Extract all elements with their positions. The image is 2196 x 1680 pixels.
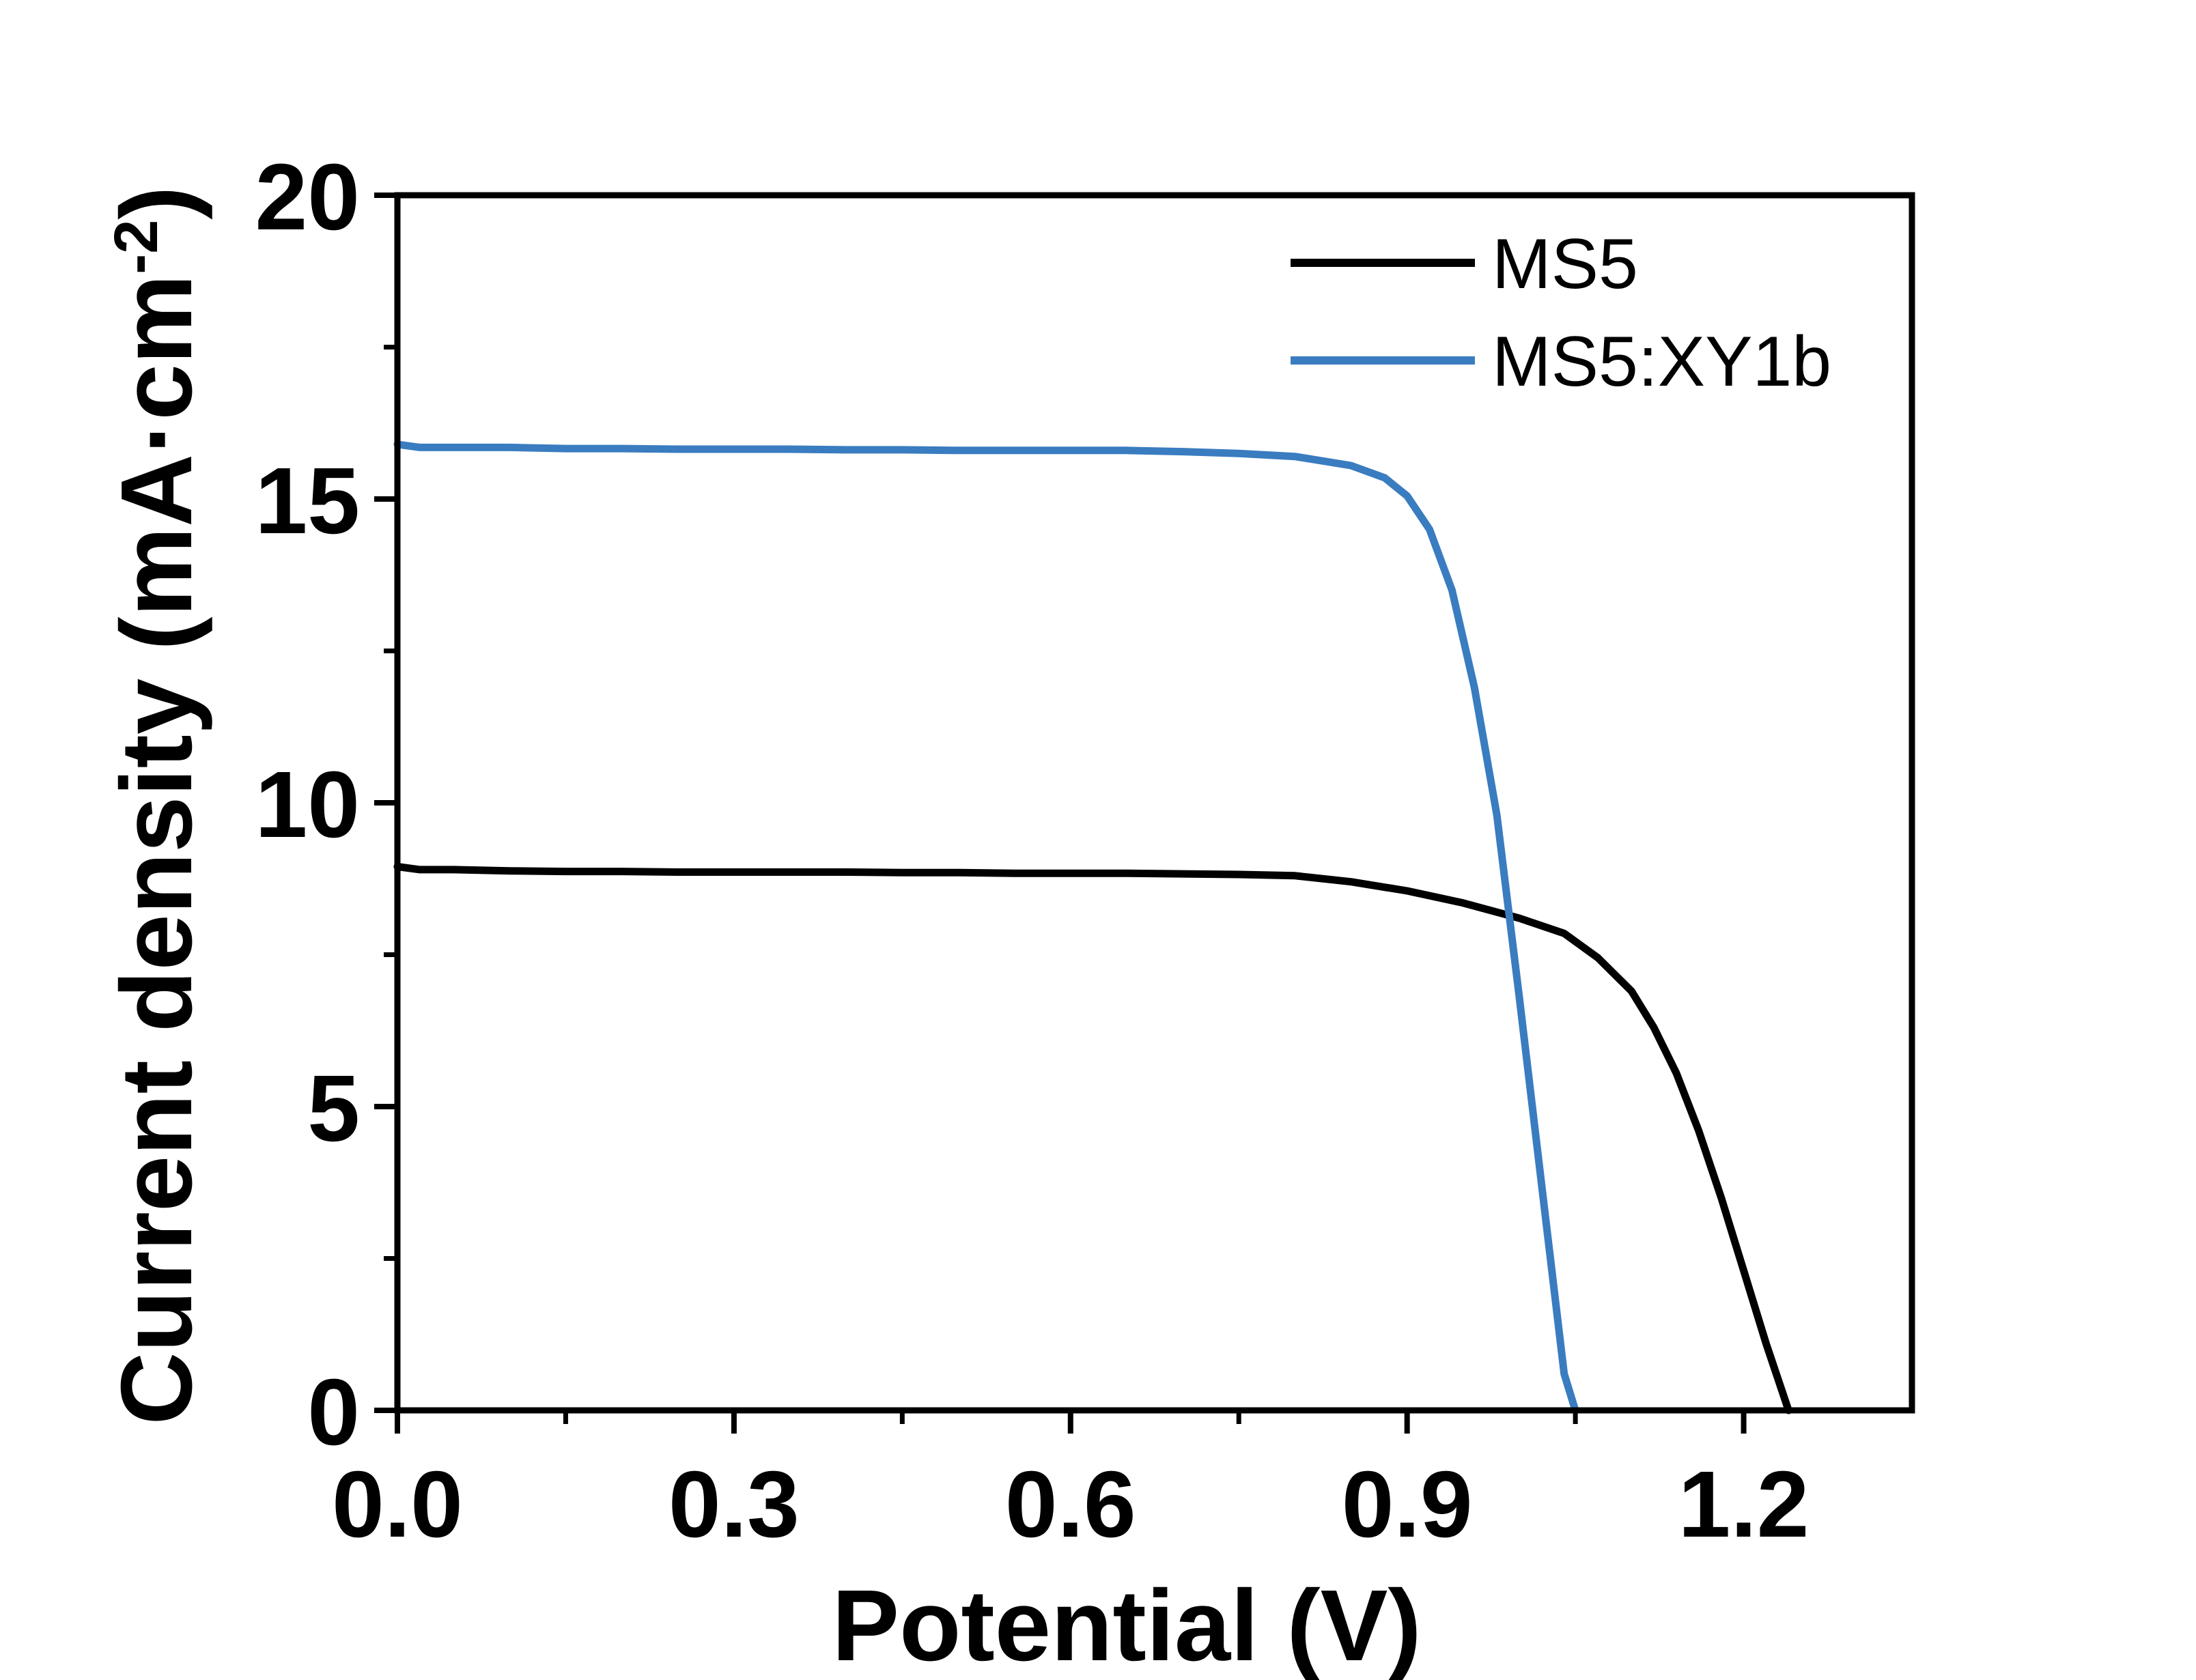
x-tick-label: 0.6 (1005, 1452, 1136, 1557)
ticks-layer (374, 193, 1747, 1434)
tick-labels-layer: 0.0 0.3 0.6 0.9 1.2 0 5 10 15 20 (255, 145, 1810, 1557)
legend-label-ms5: MS5 (1492, 225, 1638, 304)
y-axis-title: Current density (mA·cm-2) (100, 186, 213, 1425)
x-tick-label: 0.9 (1342, 1452, 1473, 1557)
y-axis-title-main: Current density (mA·cm (100, 274, 213, 1425)
x-tick-label: 0.0 (332, 1452, 463, 1557)
y-tick-label: 15 (255, 449, 361, 554)
y-axis-title-superscript: -2 (102, 220, 171, 274)
series-line-ms5 (393, 863, 1792, 1414)
legend-label-ms5-xy1b: MS5:XY1b (1492, 322, 1831, 401)
series-layer (393, 440, 1792, 1414)
y-tick-label: 5 (307, 1056, 360, 1161)
y-axis-title-close: ) (100, 186, 213, 219)
series-line-ms5-xy1b (393, 440, 1579, 1414)
y-tick-label: 10 (255, 752, 361, 857)
legend: MS5 MS5:XY1b (1291, 225, 1831, 401)
x-tick-label: 0.3 (668, 1452, 800, 1557)
y-tick-label: 0 (307, 1360, 360, 1465)
x-axis-title: Potential (V) (832, 1569, 1421, 1680)
y-tick-label: 20 (255, 145, 361, 250)
x-tick-label: 1.2 (1678, 1452, 1810, 1557)
